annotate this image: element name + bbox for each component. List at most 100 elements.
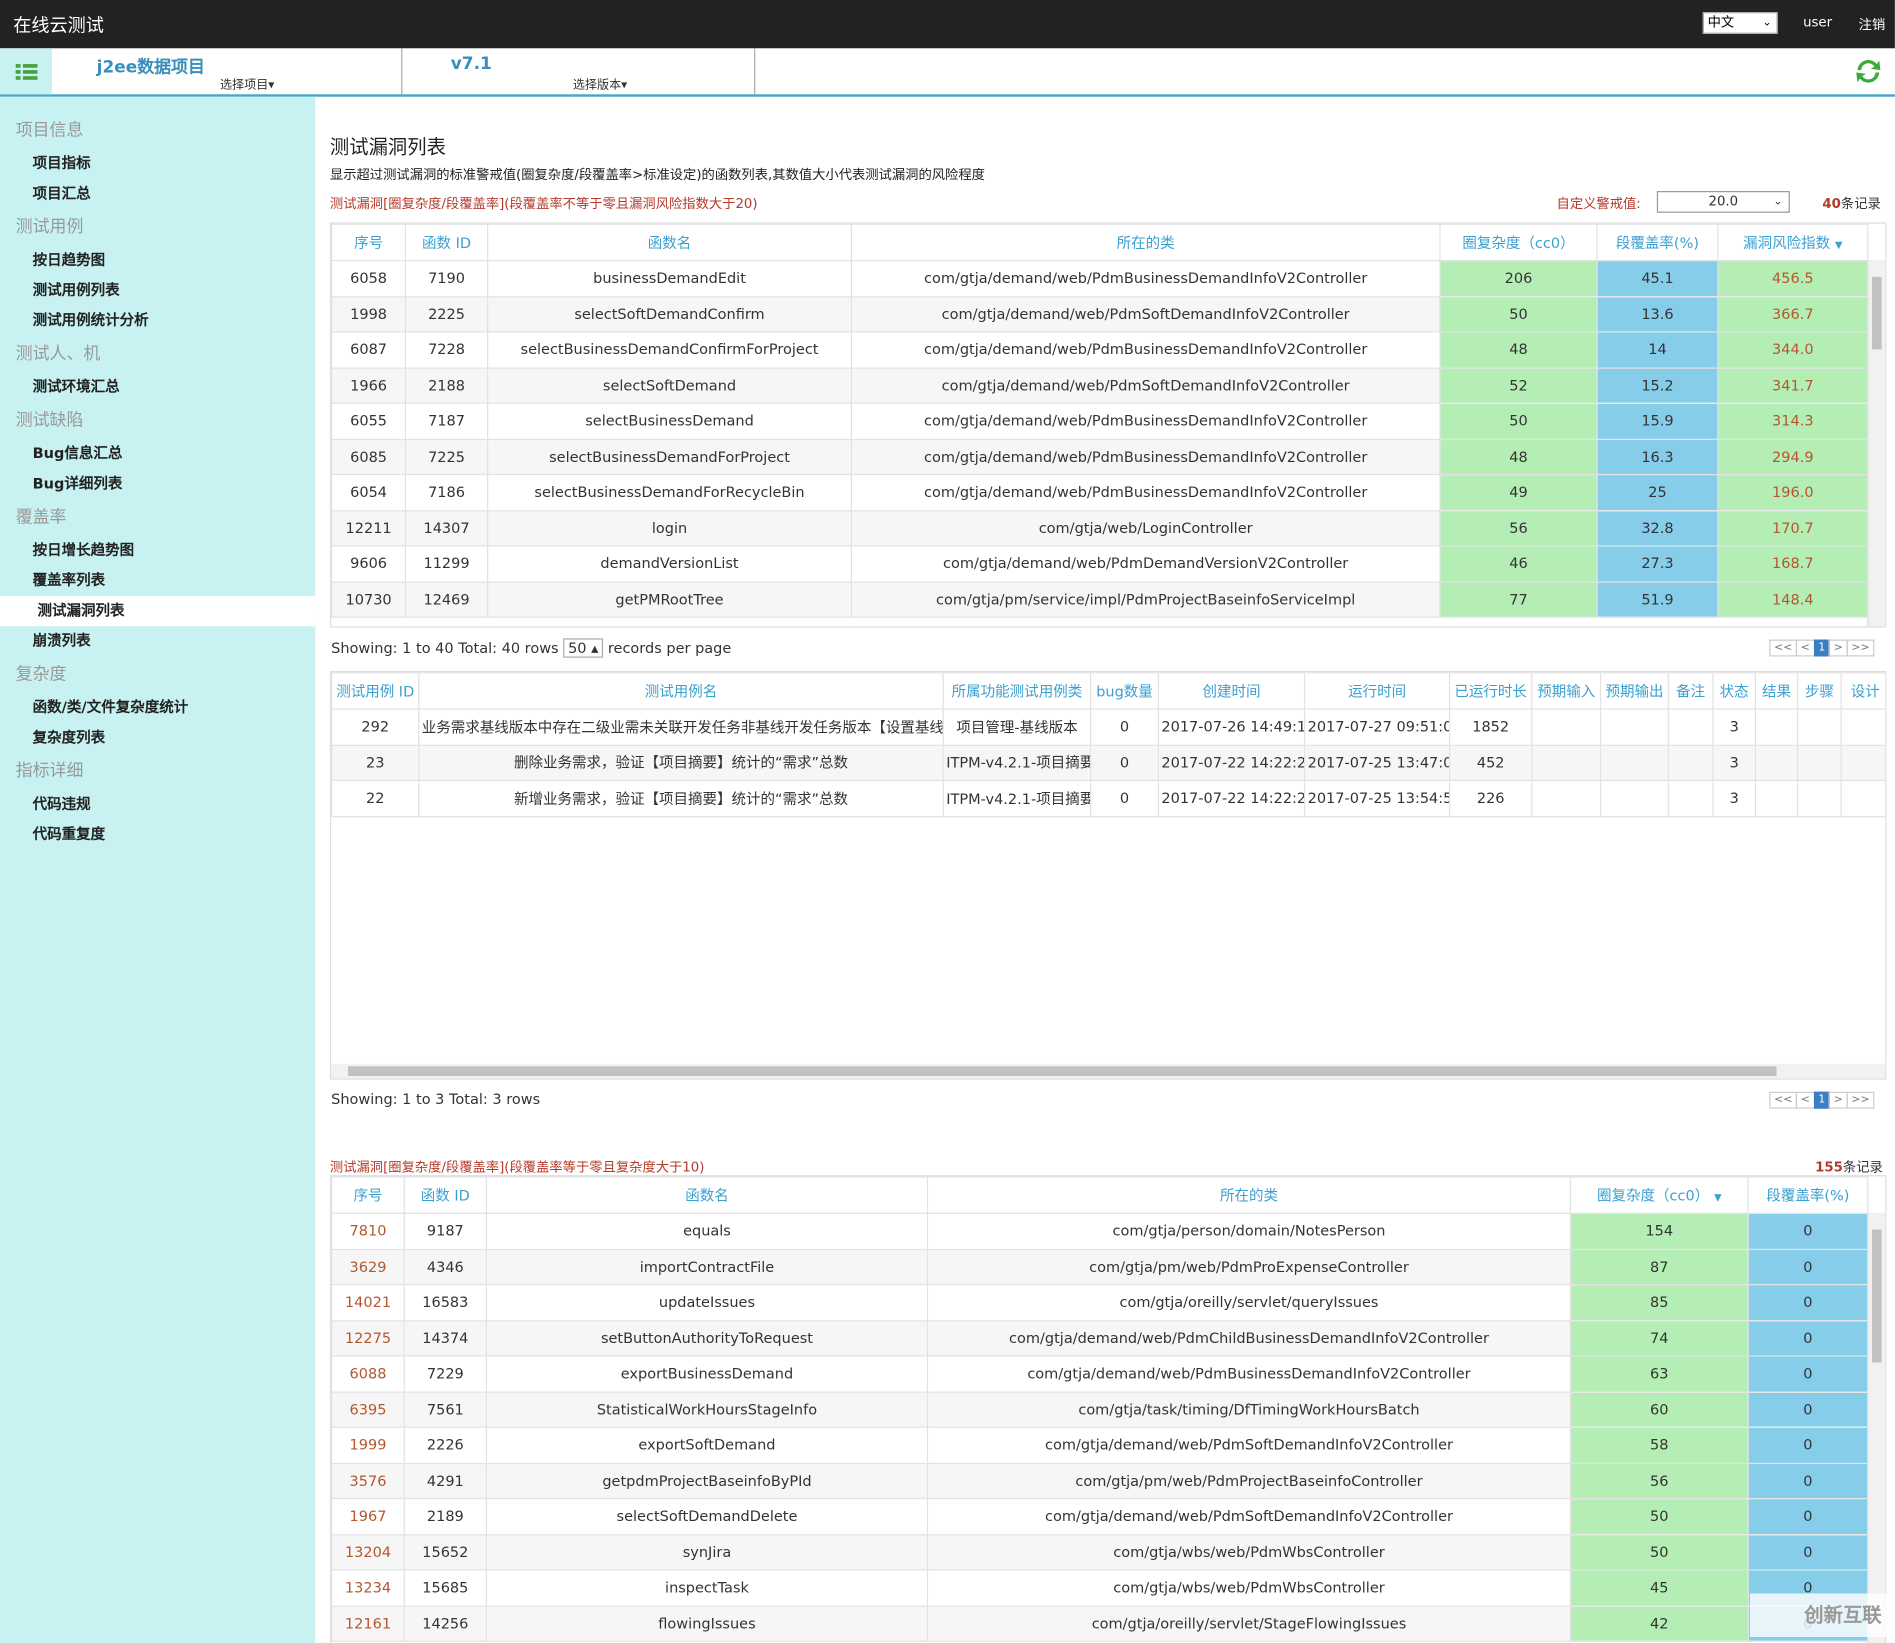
table-cell: exportSoftDemand xyxy=(486,1427,927,1463)
column-header[interactable]: 步骤 xyxy=(1798,673,1842,709)
cell-text[interactable]: 12161 xyxy=(345,1615,391,1632)
table-row: 1402116583updateIssuescom/gtja/oreilly/s… xyxy=(332,1285,1868,1321)
version-select[interactable]: 选择版本▾ xyxy=(573,74,627,92)
cell-text[interactable]: 3576 xyxy=(350,1472,387,1489)
column-header[interactable]: 状态 xyxy=(1713,673,1755,709)
page-button[interactable]: << xyxy=(1769,640,1797,657)
sidebar-item[interactable]: 测试环境汇总 xyxy=(0,372,315,402)
threshold-select[interactable]: 20.0⌄ xyxy=(1657,191,1790,213)
cell-text: 6055 xyxy=(350,413,387,430)
pagination: <<<1>>> xyxy=(1770,637,1874,656)
sidebar-section: 复杂度 xyxy=(0,656,315,692)
column-header[interactable]: 函数名 xyxy=(488,224,852,260)
cell-text[interactable]: 13234 xyxy=(345,1579,391,1596)
column-header[interactable]: 所属功能测试用例类 xyxy=(943,673,1090,709)
table-cell: 292 xyxy=(332,709,419,745)
column-header[interactable]: 已运行时长 xyxy=(1450,673,1532,709)
column-header[interactable]: 备注 xyxy=(1668,673,1713,709)
menu-toggle[interactable] xyxy=(0,48,52,94)
table-cell: 6085 xyxy=(332,439,406,475)
cell-text[interactable]: 14021 xyxy=(345,1294,391,1311)
column-header[interactable]: 预期输出 xyxy=(1601,673,1669,709)
page-button[interactable]: >> xyxy=(1846,1092,1874,1109)
column-header[interactable]: 预期输入 xyxy=(1532,673,1601,709)
table-cell: 0 xyxy=(1748,1285,1868,1321)
page-button[interactable]: < xyxy=(1796,640,1815,657)
sidebar-item[interactable]: 按日趋势图 xyxy=(0,245,315,275)
column-header[interactable]: 段覆盖率(%) xyxy=(1597,224,1718,260)
sidebar-item[interactable]: 测试漏洞列表 xyxy=(0,596,315,626)
cell-text: 0 xyxy=(1120,718,1129,735)
sidebar-item[interactable]: 复杂度列表 xyxy=(0,723,315,753)
column-header[interactable]: 创建时间 xyxy=(1158,673,1304,709)
table-cell: setButtonAuthorityToRequest xyxy=(486,1320,927,1356)
cell-text: 292 xyxy=(361,718,389,735)
column-header[interactable]: 所在的类 xyxy=(851,224,1440,260)
column-header[interactable]: 所在的类 xyxy=(928,1177,1571,1213)
cell-text[interactable]: 7810 xyxy=(350,1223,387,1240)
sidebar-item[interactable]: 代码重复度 xyxy=(0,820,315,850)
page-size-select[interactable]: 50 ▴ xyxy=(563,638,603,657)
cell-text: 10730 xyxy=(346,591,392,608)
cell-text[interactable]: 1999 xyxy=(350,1437,387,1454)
column-header[interactable]: 结果 xyxy=(1755,673,1797,709)
logout[interactable]: 注销 xyxy=(1859,15,1886,34)
table-row: 1221114307logincom/gtja/web/LoginControl… xyxy=(332,510,1868,546)
sidebar-item[interactable]: 项目汇总 xyxy=(0,179,315,209)
sidebar-item[interactable]: 代码违规 xyxy=(0,789,315,819)
sidebar-item[interactable]: 测试用例列表 xyxy=(0,276,315,306)
column-header[interactable]: 函数 ID xyxy=(404,1177,486,1213)
page-button[interactable]: < xyxy=(1796,1092,1815,1109)
column-header[interactable]: bug数量 xyxy=(1091,673,1159,709)
column-header[interactable]: 设计 xyxy=(1841,673,1886,709)
column-header[interactable]: 序号 xyxy=(332,224,406,260)
page-button[interactable]: >> xyxy=(1846,640,1874,657)
cell-text[interactable]: 6088 xyxy=(350,1365,387,1382)
sidebar-item[interactable]: 测试用例统计分析 xyxy=(0,306,315,336)
sidebar-item[interactable]: Bug信息汇总 xyxy=(0,439,315,469)
user-name[interactable]: user xyxy=(1803,15,1832,31)
cell-text: 49 xyxy=(1509,484,1527,501)
sidebar-item[interactable]: Bug详细列表 xyxy=(0,469,315,499)
sidebar-item[interactable]: 崩溃列表 xyxy=(0,626,315,656)
column-header[interactable]: 测试用例 ID xyxy=(332,673,419,709)
table-cell: 0 xyxy=(1748,1534,1868,1570)
cell-text: 2225 xyxy=(428,306,465,323)
page-button[interactable]: 1 xyxy=(1814,640,1831,657)
sidebar-item[interactable]: 函数/类/文件复杂度统计 xyxy=(0,693,315,723)
horizontal-scrollbar xyxy=(331,1064,1885,1079)
page-button[interactable]: > xyxy=(1829,640,1848,657)
cell-text: com/gtja/demand/web/PdmSoftDemandInfoV2C… xyxy=(1045,1508,1453,1525)
cell-text[interactable]: 6395 xyxy=(350,1401,387,1418)
page-button[interactable]: 1 xyxy=(1814,1092,1831,1109)
table-cell: 42 xyxy=(1570,1606,1748,1642)
refresh-button[interactable] xyxy=(1853,56,1884,87)
table-cell: 12469 xyxy=(405,582,487,618)
column-header[interactable]: 段覆盖率(%) xyxy=(1748,1177,1868,1213)
column-header[interactable]: 圈复杂度（cc0） xyxy=(1440,224,1597,260)
cell-text[interactable]: 3629 xyxy=(350,1258,387,1275)
cell-text: 341.7 xyxy=(1772,377,1814,394)
page-button[interactable]: << xyxy=(1769,1092,1797,1109)
column-header[interactable]: 测试用例名 xyxy=(419,673,943,709)
sidebar-item[interactable]: 覆盖率列表 xyxy=(0,566,315,596)
table-cell: 2017-07-27 09:51:05 xyxy=(1305,709,1450,745)
column-header[interactable]: 圈复杂度（cc0）▼ xyxy=(1570,1177,1748,1213)
column-header[interactable]: 漏洞风险指数▼ xyxy=(1718,224,1868,260)
sidebar-item[interactable]: 按日增长趋势图 xyxy=(0,536,315,566)
column-header[interactable]: 函数 ID xyxy=(405,224,487,260)
cell-text[interactable]: 13204 xyxy=(345,1544,391,1561)
cell-text[interactable]: 1967 xyxy=(350,1508,387,1525)
cell-text: 7187 xyxy=(428,413,465,430)
column-header[interactable]: 序号 xyxy=(332,1177,405,1213)
cell-text: 50 xyxy=(1650,1544,1668,1561)
cell-text[interactable]: 12275 xyxy=(345,1330,391,1347)
cell-text: exportBusinessDemand xyxy=(621,1365,793,1382)
column-header[interactable]: 运行时间 xyxy=(1305,673,1450,709)
page-button[interactable]: > xyxy=(1829,1092,1848,1109)
column-header[interactable]: 函数名 xyxy=(486,1177,927,1213)
project-select[interactable]: 选择项目▾ xyxy=(220,74,274,92)
sidebar-item[interactable]: 项目指标 xyxy=(0,149,315,179)
language-select[interactable]: 中文⌄ xyxy=(1703,12,1778,34)
table-cell: 6395 xyxy=(332,1392,405,1428)
